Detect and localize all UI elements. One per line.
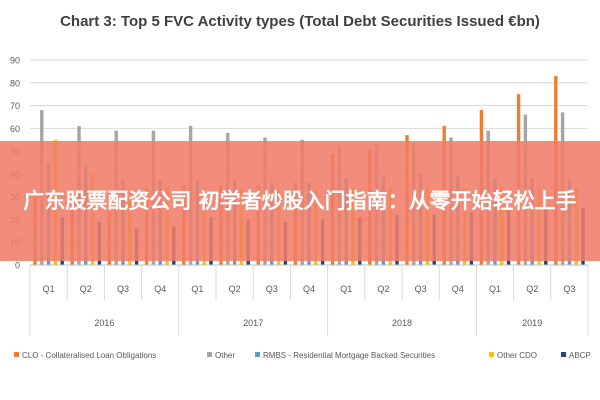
x-tick-label: Q3: [415, 284, 427, 294]
legend-swatch: [14, 352, 19, 357]
legend-swatch: [207, 352, 212, 357]
x-group-label: 2017: [243, 318, 263, 328]
legend-label: Other CDO: [497, 351, 537, 360]
x-group-label: 2019: [522, 318, 542, 328]
y-tick-label: 70: [10, 101, 20, 111]
x-group-label: 2016: [94, 318, 114, 328]
legend-swatch: [489, 352, 494, 357]
x-tick-label: Q2: [80, 284, 92, 294]
x-tick-label: Q1: [191, 284, 203, 294]
x-tick-label: Q4: [154, 284, 166, 294]
x-tick-label: Q1: [340, 284, 352, 294]
x-group-label: 2018: [392, 318, 412, 328]
x-tick-label: Q3: [266, 284, 278, 294]
x-tick-label: Q1: [43, 284, 55, 294]
x-tick-label: Q2: [377, 284, 389, 294]
legend-swatch: [561, 352, 566, 357]
legend: CLO - Collateralised Loan Obligations Oth…: [14, 351, 591, 360]
x-tick-label: Q4: [452, 284, 464, 294]
overlay-banner[interactable]: 广东股票配资公司 初学者炒股入门指南：从零开始轻松上手: [0, 141, 600, 261]
chart-title: Chart 3: Top 5 FVC Activity types (Total…: [60, 13, 540, 30]
x-tick-label: Q4: [303, 284, 315, 294]
x-tick-label: Q3: [117, 284, 129, 294]
y-tick-label: 90: [10, 56, 20, 66]
x-axis: Q1 Q2 Q3 Q4 Q1 Q2 Q3 Q4 Q1 Q2 Q3 Q4 Q1 Q2 Q3 2016 2017 20…: [29, 264, 589, 336]
x-tick-label: Q3: [563, 284, 575, 294]
banner-text: 广东股票配资公司 初学者炒股入门指南：从零开始轻松上手: [23, 189, 577, 213]
y-tick-label: 60: [10, 124, 20, 134]
legend-swatch: [255, 352, 260, 357]
x-tick-label: Q1: [489, 284, 501, 294]
legend-label: RMBS - Residential Mortgage Backed Secur…: [263, 351, 435, 360]
legend-label: CLO - Collateralised Loan Obligations: [22, 351, 156, 360]
legend-label: ABCP: [569, 351, 591, 360]
legend-label: Other: [215, 351, 235, 360]
y-tick-label: 0: [15, 261, 20, 271]
y-tick-label: 80: [10, 78, 20, 88]
x-tick-label: Q2: [229, 284, 241, 294]
x-tick-label: Q2: [526, 284, 538, 294]
